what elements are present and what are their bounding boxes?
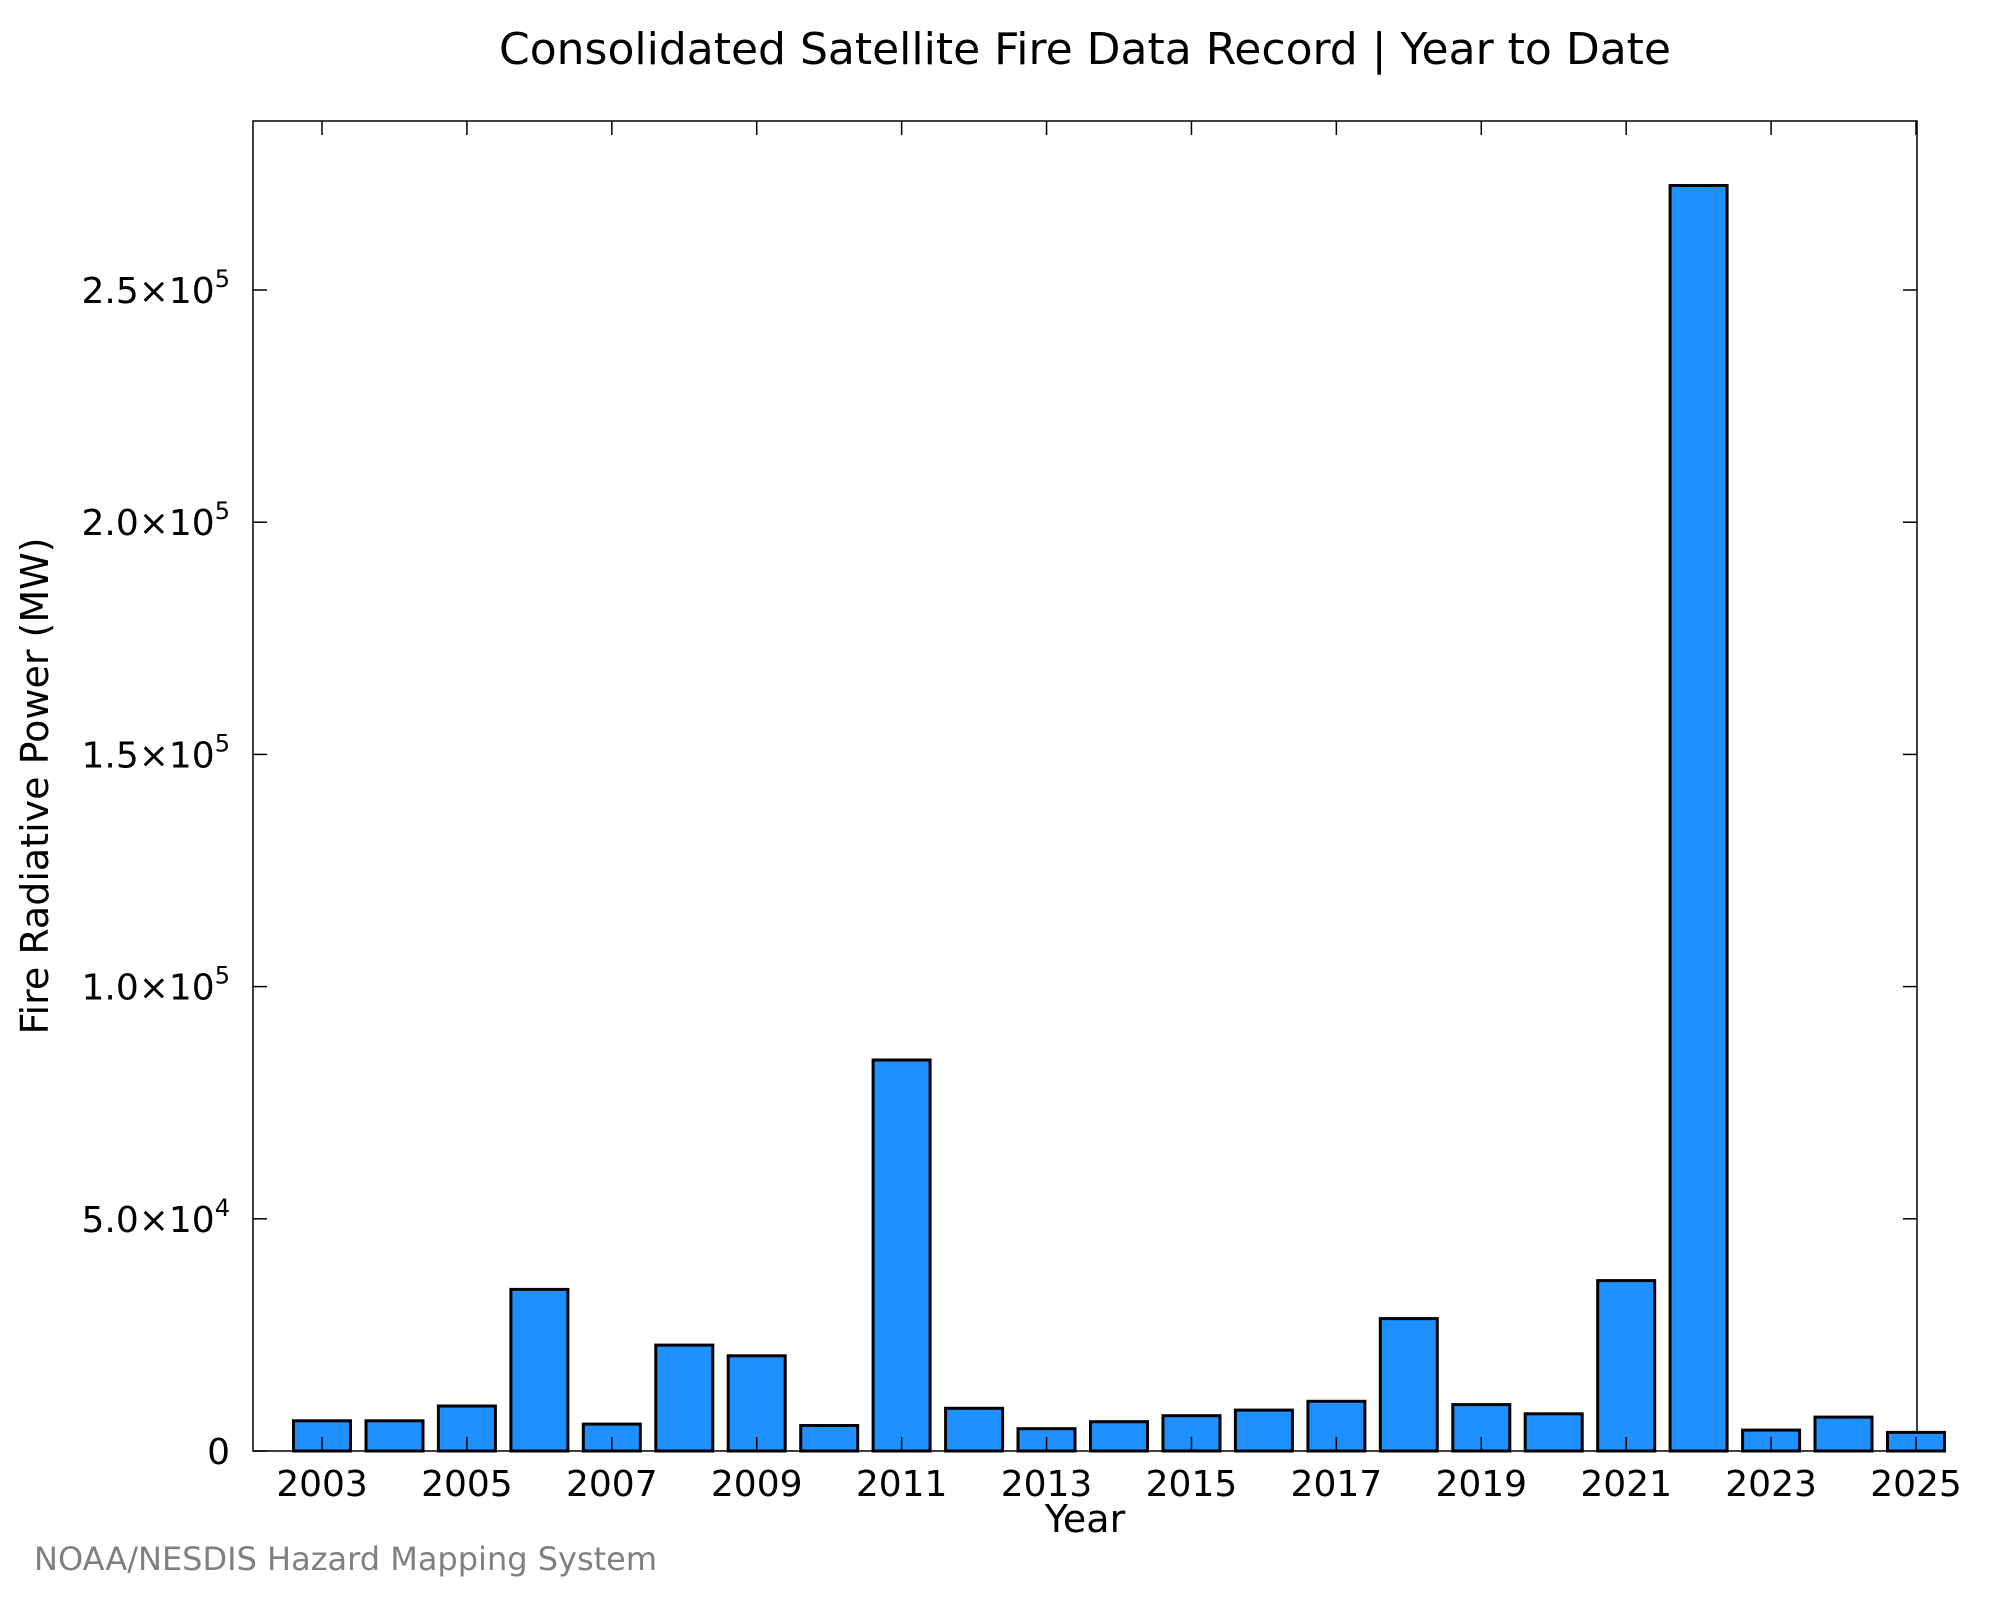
- y-tick-label: 2.5×105: [81, 265, 230, 312]
- y-tick-label: 5.0×104: [81, 1194, 230, 1241]
- x-tick-label: 2019: [1435, 1464, 1527, 1505]
- bar-2014: [1089, 1420, 1149, 1453]
- bar-2022: [1668, 184, 1729, 1453]
- bar-2006: [509, 1287, 570, 1453]
- chart-title: Consolidated Satellite Fire Data Record …: [499, 24, 1671, 75]
- x-tick-label: 2003: [276, 1464, 368, 1505]
- x-tick-label: 2013: [1001, 1464, 1093, 1505]
- bar-2004: [364, 1419, 425, 1453]
- x-tick-label: 2021: [1580, 1464, 1672, 1505]
- plot-frame: [252, 120, 1918, 1452]
- x-tick-label: 2015: [1146, 1464, 1238, 1505]
- bar-2020: [1523, 1412, 1584, 1453]
- bar-2010: [799, 1424, 860, 1453]
- x-tick-label: 2007: [566, 1464, 658, 1505]
- y-tick-label: 2.0×105: [81, 497, 230, 544]
- x-tick-label: 2011: [856, 1464, 948, 1505]
- bar-2011: [871, 1058, 932, 1453]
- x-tick-label: 2009: [711, 1464, 803, 1505]
- x-tick-label: 2005: [421, 1464, 513, 1505]
- x-axis: 2003 2005 2007 2009 2011 2013 2015 2017 2019 2021…: [276, 121, 1962, 1505]
- x-axis-label: Year: [1044, 1497, 1126, 1541]
- y-tick-label: 0: [207, 1432, 230, 1473]
- bar-2008: [654, 1343, 715, 1453]
- y-tick-label: 1.0×105: [81, 962, 230, 1009]
- bar-2018: [1378, 1317, 1439, 1453]
- x-tick-label: 2025: [1870, 1464, 1962, 1505]
- y-axis: 0 5.0×104 1.0×105 1.5×105 2.0×105 2.5×105: [81, 265, 1917, 1473]
- bars-group: [292, 184, 1946, 1453]
- y-tick-label: 1.5×105: [81, 729, 230, 776]
- bar-2021: [1596, 1279, 1657, 1453]
- bar-2024: [1813, 1415, 1874, 1453]
- x-tick-label: 2017: [1291, 1464, 1383, 1505]
- y-axis-label: Fire Radiative Power (MW): [13, 537, 57, 1034]
- bar-2016: [1233, 1408, 1294, 1453]
- bar-2012: [944, 1406, 1005, 1453]
- x-tick-label: 2023: [1725, 1464, 1817, 1505]
- credit-text: NOAA/NESDIS Hazard Mapping System: [34, 1540, 658, 1578]
- bar-2009: [726, 1354, 787, 1453]
